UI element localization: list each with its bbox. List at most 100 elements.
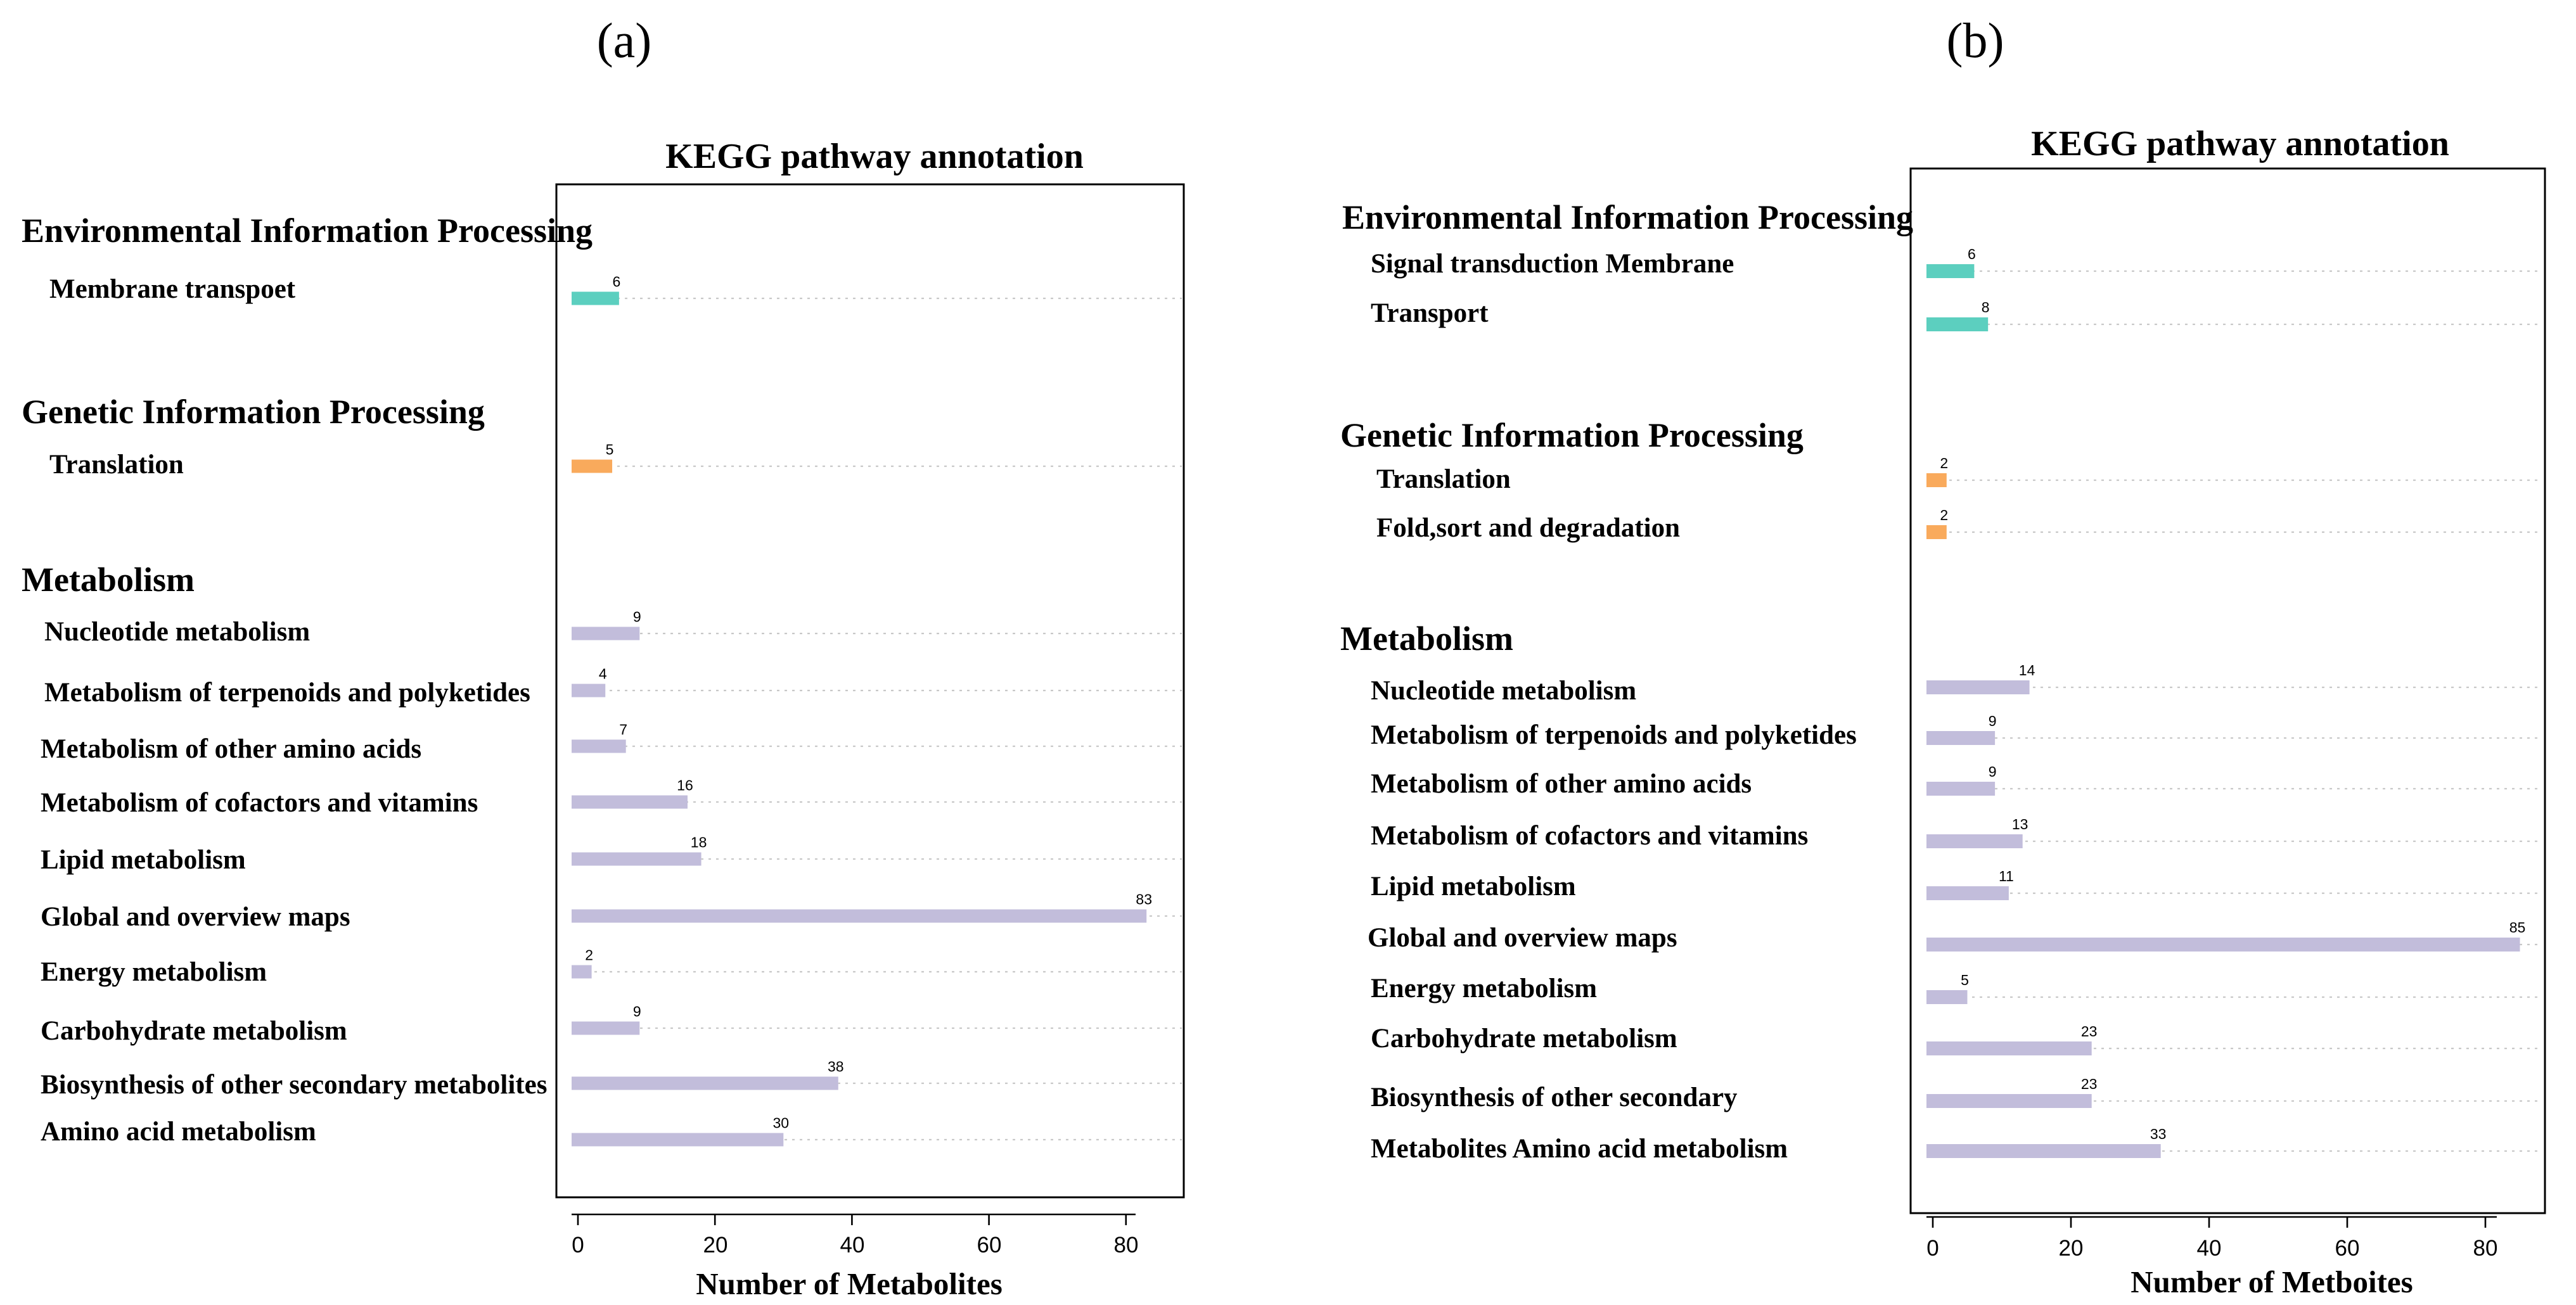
panel-b-value-label: 11 [1999, 868, 2014, 884]
panel-a-bar [572, 627, 640, 640]
panel-a-value-label: 18 [691, 834, 707, 851]
panel-b-bar [1926, 938, 2520, 952]
panel-a-x-axis-title: Number of Metabolites [696, 1266, 1003, 1301]
panel-a-title: KEGG pathway annotation [665, 137, 1084, 176]
panel-b-category-label: Transport [1371, 298, 1489, 328]
panel-a-category-label: Nucleotide metabolism [44, 617, 310, 647]
panel-a-bars: 6 5 9 4 7 16 18 83 2 9 38 30 [572, 274, 1182, 1147]
panel-b-x-axis-title: Number of Metboites [2131, 1264, 2413, 1299]
panel-b-bar [1926, 1041, 2092, 1055]
panel-b-category-label: Metabolism of terpenoids and polyketides [1371, 720, 1857, 750]
panel-a-category-label: Carbohydrate metabolism [41, 1016, 347, 1046]
panel-a-category-label: Metabolism of terpenoids and polyketides [44, 678, 530, 708]
panel-b-bar [1926, 990, 1968, 1004]
panel-b-value-label: 13 [2012, 816, 2028, 832]
panel-a-value-label: 16 [677, 777, 693, 794]
panel-b-value-label: 23 [2081, 1023, 2098, 1040]
panel-b-value-label: 5 [1961, 972, 1969, 988]
panel-b-x-axis [1926, 1216, 2497, 1228]
panel-b-value-label: 85 [2509, 919, 2526, 936]
panel-a-tick-20: 20 [703, 1233, 728, 1257]
panel-a-tick-60: 60 [977, 1233, 1002, 1257]
panel-b-bar [1926, 1094, 2092, 1108]
panel-a-bar [572, 965, 592, 979]
panel-b-bar [1926, 680, 2030, 694]
panel-b-category-label: Global and overview maps [1368, 923, 1677, 953]
panel-a-bar [572, 1021, 640, 1035]
panel-a-category-label: Lipid metabolism [41, 845, 246, 875]
panel-a-bar [572, 909, 1147, 923]
panel-a-bar [572, 852, 702, 866]
panel-b-group-genetic: Genetic Information Processing [1340, 416, 1804, 454]
panel-b-value-label: 8 [1982, 299, 1990, 315]
panel-b-bar [1926, 525, 1947, 539]
panel-a-bar [572, 739, 626, 753]
panel-b-category-label: Translation [1376, 464, 1511, 494]
panel-b-category-label: Fold,sort and degradation [1376, 513, 1680, 543]
panel-b-value-label: 9 [1989, 713, 1997, 729]
panel-a-bar [572, 795, 688, 809]
panel-a-group-environmental: Environmental Information Processing [22, 212, 593, 250]
panel-b-bar [1926, 473, 1947, 487]
panel-a-bar [572, 1076, 838, 1090]
panel-b-tick-60: 60 [2335, 1236, 2360, 1261]
panel-a-category-label: Metabolism of other amino acids [41, 734, 421, 764]
panel-b-category-label: Lipid metabolism [1371, 872, 1576, 901]
panel-b-tick-40: 40 [2197, 1236, 2222, 1261]
panel-a-bar [572, 684, 606, 697]
panel-a-label: (a) [597, 13, 652, 68]
panel-b-value-label: 23 [2081, 1076, 2098, 1092]
panel-a-category-label: Energy metabolism [41, 957, 267, 987]
panel-b-group-metabolism: Metabolism [1340, 620, 1513, 658]
panel-a-tick-0: 0 [572, 1233, 584, 1257]
panel-a-value-label: 7 [619, 722, 627, 738]
panel-b-bar [1926, 834, 2023, 848]
panel-b-category-label: Metabolism of other amino acids [1371, 769, 1752, 799]
panel-a-value-label: 83 [1136, 891, 1152, 908]
panel-a-value-label: 38 [828, 1059, 844, 1075]
panel-a-category-label: Biosynthesis of other secondary metaboli… [41, 1070, 547, 1100]
panel-b-value-label: 33 [2150, 1126, 2167, 1142]
panel-a-value-label: 4 [599, 666, 607, 682]
panel-b-value-label: 14 [2019, 662, 2035, 678]
panel-a-value-label: 2 [585, 947, 593, 964]
panel-a-category-label: Global and overview maps [41, 902, 350, 932]
panel-b-category-label: Metabolism of cofactors and vitamins [1371, 821, 1808, 851]
panel-a-tick-80: 80 [1114, 1233, 1139, 1257]
panel-b-tick-20: 20 [2059, 1236, 2084, 1261]
panel-a-category-label: Translation [49, 450, 184, 480]
panel-b-category-label: Biosynthesis of other secondary [1371, 1083, 1738, 1112]
panel-a-category-label: Membrane transpoet [49, 274, 296, 304]
panel-a-group-metabolism: Metabolism [22, 561, 195, 599]
panel-b-tick-0: 0 [1926, 1236, 1938, 1261]
panel-b-title: KEGG pathway annotation [2031, 124, 2449, 163]
panel-b-bar [1926, 264, 1975, 278]
panel-b-bars: 6 8 2 2 14 9 9 13 11 85 5 23 23 33 [1926, 246, 2542, 1158]
panel-b-bar [1926, 1144, 2161, 1158]
panel-a-category-label: Amino acid metabolism [41, 1117, 316, 1147]
panel-b-value-label: 2 [1940, 507, 1948, 523]
panel-b-label: (b) [1947, 13, 2004, 68]
panel-a-value-label: 9 [633, 1003, 641, 1020]
panel-b-bar [1926, 731, 1996, 745]
panel-b-category-label: Nucleotide metabolism [1371, 676, 1636, 706]
panel-a: (a) KEGG pathway annotation Environmenta… [22, 13, 1185, 1301]
panel-a-value-label: 9 [633, 609, 641, 625]
panel-b-group-environmental: Environmental Information Processing [1342, 198, 1913, 236]
panel-b-value-label: 6 [1968, 246, 1976, 262]
panel-a-value-label: 5 [606, 442, 614, 458]
panel-b-plot-frame [1909, 167, 2546, 1214]
panel-b-bar [1926, 317, 1989, 331]
panel-a-x-axis [572, 1213, 1136, 1225]
panel-a-bar [572, 459, 613, 473]
panel-b-bar [1926, 886, 2009, 900]
panel-a-group-genetic: Genetic Information Processing [22, 393, 485, 431]
panel-b-category-label: Signal transduction Membrane [1371, 249, 1734, 279]
panel-b-value-label: 2 [1940, 455, 1948, 471]
panel-b-category-label: Carbohydrate metabolism [1371, 1024, 1677, 1054]
panel-a-category-label: Metabolism of cofactors and vitamins [41, 788, 478, 818]
panel-b-category-label: Metabolites Amino acid metabolism [1371, 1134, 1788, 1164]
panel-a-bar [572, 1133, 784, 1147]
panel-b-value-label: 9 [1989, 763, 1997, 780]
